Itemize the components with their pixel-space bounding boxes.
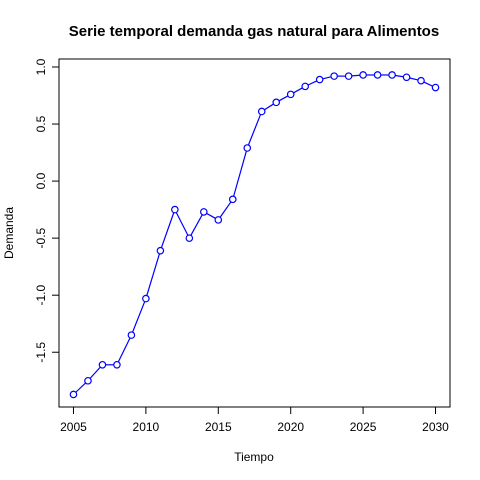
series-line-segment bbox=[409, 77, 419, 81]
data-point bbox=[84, 376, 92, 385]
y-tick-label: 0.5 bbox=[34, 115, 48, 132]
y-tick-label: 0.0 bbox=[34, 172, 48, 189]
series-line-segment bbox=[247, 114, 262, 146]
y-axis-label: Demanda bbox=[2, 207, 16, 259]
data-point bbox=[373, 71, 382, 79]
data-point bbox=[113, 360, 121, 369]
data-point bbox=[330, 72, 338, 80]
data-point bbox=[402, 73, 411, 82]
x-tick-label: 2005 bbox=[60, 420, 87, 434]
y-axis: -1.5 -1.0 -0.5 0.0 0.5 1.0 bbox=[34, 58, 60, 363]
data-point bbox=[359, 71, 367, 79]
data-point bbox=[69, 390, 78, 399]
y-tick-label: -1.0 bbox=[34, 285, 48, 306]
series-line-segment bbox=[423, 81, 433, 87]
data-point bbox=[272, 98, 281, 107]
data-point bbox=[257, 107, 266, 116]
series-line-segment bbox=[233, 150, 247, 197]
data-point bbox=[301, 82, 309, 91]
x-tick-label: 2015 bbox=[205, 420, 232, 434]
data-point bbox=[417, 76, 425, 85]
x-tick-label: 2010 bbox=[133, 420, 160, 434]
x-axis: 2005 2010 2015 2020 2025 2030 bbox=[60, 406, 449, 434]
series-line-segment bbox=[75, 382, 87, 393]
data-point bbox=[200, 208, 208, 216]
series-line-segment bbox=[264, 103, 274, 111]
data-point bbox=[98, 360, 107, 369]
data-point bbox=[431, 83, 440, 92]
plot-frame bbox=[58, 58, 451, 408]
x-axis-label: Tiempo bbox=[234, 450, 274, 464]
data-point bbox=[315, 75, 324, 84]
data-point bbox=[344, 72, 353, 80]
y-tick-label: -0.5 bbox=[34, 227, 48, 248]
data-point bbox=[156, 246, 165, 255]
series-line-segment bbox=[278, 95, 289, 102]
x-tick-label: 2030 bbox=[422, 420, 449, 434]
x-tick-label: 2020 bbox=[277, 420, 304, 434]
series-line-segment bbox=[89, 366, 101, 379]
data-point bbox=[243, 144, 252, 152]
series-line-segment bbox=[206, 212, 216, 219]
x-tick-label: 2025 bbox=[350, 420, 377, 434]
series-line-segment bbox=[117, 337, 131, 363]
series-line-segment bbox=[351, 74, 360, 77]
series-line-segment bbox=[322, 76, 332, 80]
y-tick-label: 1.0 bbox=[34, 58, 48, 75]
series-layer bbox=[69, 71, 440, 399]
series-line-segment bbox=[307, 80, 318, 86]
series-line-segment bbox=[190, 214, 203, 236]
y-tick-label: -1.5 bbox=[34, 342, 48, 363]
series-line-segment bbox=[146, 253, 161, 296]
series-line-segment bbox=[219, 201, 232, 218]
data-point bbox=[142, 294, 150, 303]
data-point bbox=[388, 71, 396, 79]
data-point bbox=[286, 90, 295, 99]
series-line-segment bbox=[175, 212, 189, 236]
data-point bbox=[171, 205, 179, 214]
series-line-segment bbox=[132, 301, 146, 333]
series-line-segment bbox=[293, 87, 303, 94]
chart-title: Serie temporal demanda gas natural para … bbox=[69, 23, 439, 40]
data-point bbox=[127, 331, 136, 339]
series-line-segment bbox=[160, 212, 175, 248]
data-point bbox=[185, 234, 194, 242]
data-point bbox=[214, 216, 223, 224]
data-point bbox=[228, 195, 237, 204]
series-line-segment bbox=[395, 74, 404, 78]
